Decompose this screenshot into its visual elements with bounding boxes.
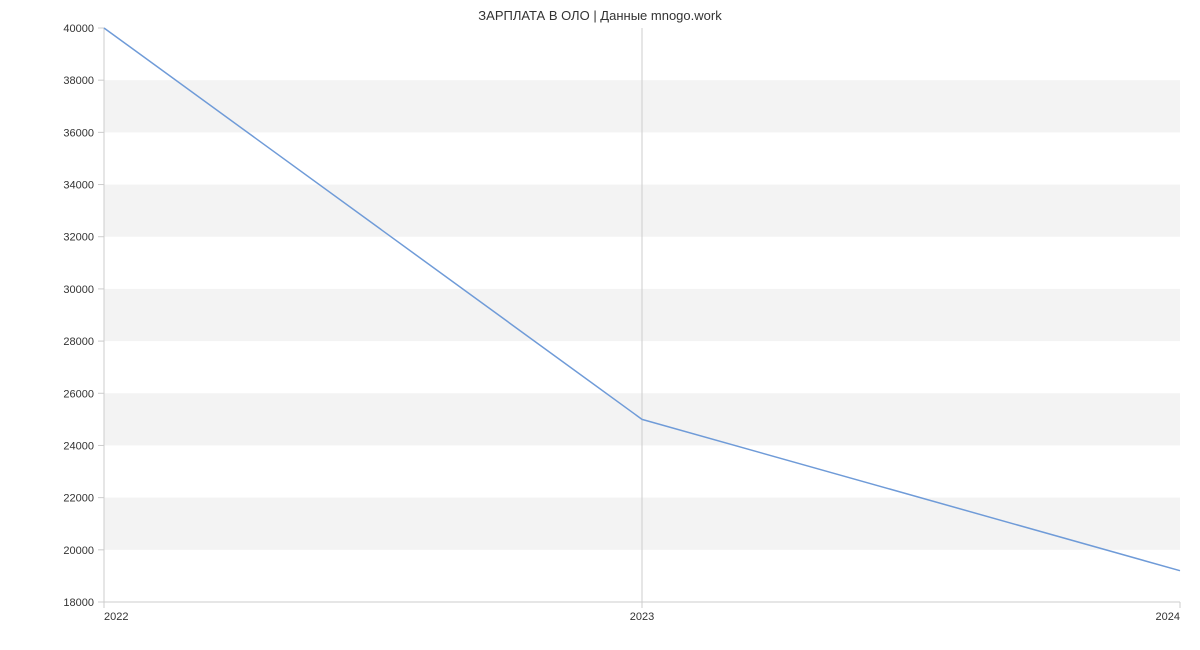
chart-title: ЗАРПЛАТА В ОЛО | Данные mnogo.work <box>0 8 1200 23</box>
salary-line-chart: ЗАРПЛАТА В ОЛО | Данные mnogo.work 18000… <box>0 0 1200 650</box>
y-tick-label: 38000 <box>63 75 94 87</box>
y-tick-label: 28000 <box>63 336 94 348</box>
y-tick-label: 34000 <box>63 180 94 192</box>
x-tick-label: 2023 <box>630 611 654 623</box>
x-tick-label: 2024 <box>1156 611 1180 623</box>
y-tick-label: 32000 <box>63 232 94 244</box>
y-tick-label: 18000 <box>63 597 94 609</box>
chart-svg: 18000 20000 22000 24000 26000 28000 30000 32000… <box>0 0 1200 650</box>
y-tick-label: 36000 <box>63 127 94 139</box>
y-tick-label: 26000 <box>63 388 94 400</box>
x-tick-label: 2022 <box>104 611 128 623</box>
y-tick-label: 24000 <box>63 440 94 452</box>
y-tick-label: 30000 <box>63 284 94 296</box>
y-tick-label: 22000 <box>63 493 94 505</box>
y-tick-label: 20000 <box>63 545 94 557</box>
y-tick-label: 40000 <box>63 23 94 35</box>
